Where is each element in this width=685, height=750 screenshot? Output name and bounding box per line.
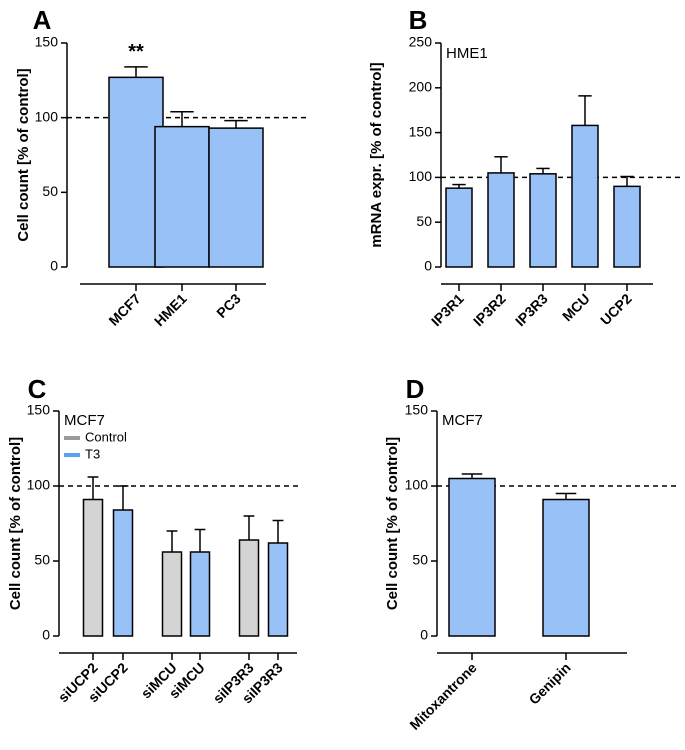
panel-c-ytick-label: 100 — [27, 477, 51, 493]
panel-b-subtitle: HME1 — [446, 45, 488, 62]
panel-a-category-label: PC3 — [213, 290, 244, 321]
panel-b-ytick-label: 200 — [409, 79, 433, 95]
panel-b-ytick-label: 0 — [424, 258, 432, 274]
panel-c-bar-2 — [112, 509, 134, 637]
panel-a-significance-label: ** — [128, 41, 144, 63]
panel-b: B HME1 mRNA expr. [% of control] 0 50 100 150 2… — [368, 5, 681, 329]
panel-d-subtitle: MCF7 — [442, 412, 483, 429]
panel-b-category-label: IP3R1 — [428, 290, 467, 329]
panel-c-letter: C — [28, 374, 47, 404]
panel-b-ytick-label: 100 — [409, 168, 433, 184]
panel-d-category-label: Genipin — [526, 659, 574, 707]
panel-d-bar-1 — [448, 477, 496, 637]
panel-b-ylabel: mRNA expr. [% of control] — [368, 62, 385, 247]
panel-c-legend-label: T3 — [85, 446, 100, 461]
panel-c-bar-5 — [238, 539, 260, 637]
panel-a-ytick-label: 100 — [35, 108, 59, 124]
panel-d-ytick-label: 0 — [420, 627, 428, 643]
panel-d-letter: D — [406, 374, 425, 404]
panel-a: A Cell count [% of control] 0 50 100 150 MCF7 H… — [15, 5, 307, 329]
panel-b-bar-5 — [613, 185, 641, 268]
panel-c-bar-1 — [82, 498, 104, 637]
panel-a-bar-3 — [208, 127, 264, 268]
panel-c-bar-3 — [161, 551, 183, 637]
panel-b-ytick-label: 50 — [416, 213, 432, 229]
panel-a-ylabel: Cell count [% of control] — [15, 68, 32, 241]
panel-b-ytick-label: 150 — [409, 123, 433, 139]
panel-d-ytick-label: 150 — [405, 402, 429, 418]
panel-c-ylabel: Cell count [% of control] — [7, 437, 24, 610]
panel-c-ytick-label: 50 — [34, 552, 50, 568]
panel-a-ytick-label: 150 — [35, 34, 59, 50]
panel-a-category-label: HME1 — [151, 290, 190, 329]
panel-a-ytick-label: 0 — [50, 258, 58, 274]
panel-c-bar-4 — [189, 551, 211, 637]
panel-b-category-label: IP3R3 — [512, 290, 551, 329]
panel-b-bar-2 — [487, 172, 515, 268]
panel-b-category-label: MCU — [559, 290, 593, 324]
panel-d: D MCF7 Cell count [% of control] 0 50 100 150 M… — [384, 374, 677, 733]
panel-d-bar-2 — [542, 498, 590, 637]
panel-b-bar-3 — [529, 173, 557, 268]
panel-d-ylabel: Cell count [% of control] — [384, 437, 401, 610]
panel-d-ytick-label: 100 — [405, 477, 429, 493]
panel-a-ytick-label: 50 — [42, 183, 58, 199]
panel-b-bar-4 — [571, 124, 599, 268]
panel-c-legend-label: Control — [85, 429, 127, 444]
panel-c-ytick-label: 0 — [42, 627, 50, 643]
panel-d-category-label: Mitoxantrone — [406, 659, 480, 733]
panel-b-bar-1 — [445, 187, 473, 268]
panel-b-category-label: UCP2 — [597, 290, 635, 328]
panel-c-bar-6 — [267, 542, 289, 637]
panel-d-ytick-label: 50 — [412, 552, 428, 568]
panel-b-category-label: IP3R2 — [470, 290, 509, 329]
panel-c-subtitle: MCF7 — [64, 412, 105, 429]
panel-a-letter: A — [33, 5, 52, 35]
panel-a-bar-2 — [154, 125, 210, 268]
panel-b-ytick-label: 250 — [409, 34, 433, 50]
panel-b-letter: B — [409, 5, 428, 35]
panel-c-ytick-label: 150 — [27, 402, 51, 418]
panel-a-category-label: MCF7 — [105, 290, 143, 328]
